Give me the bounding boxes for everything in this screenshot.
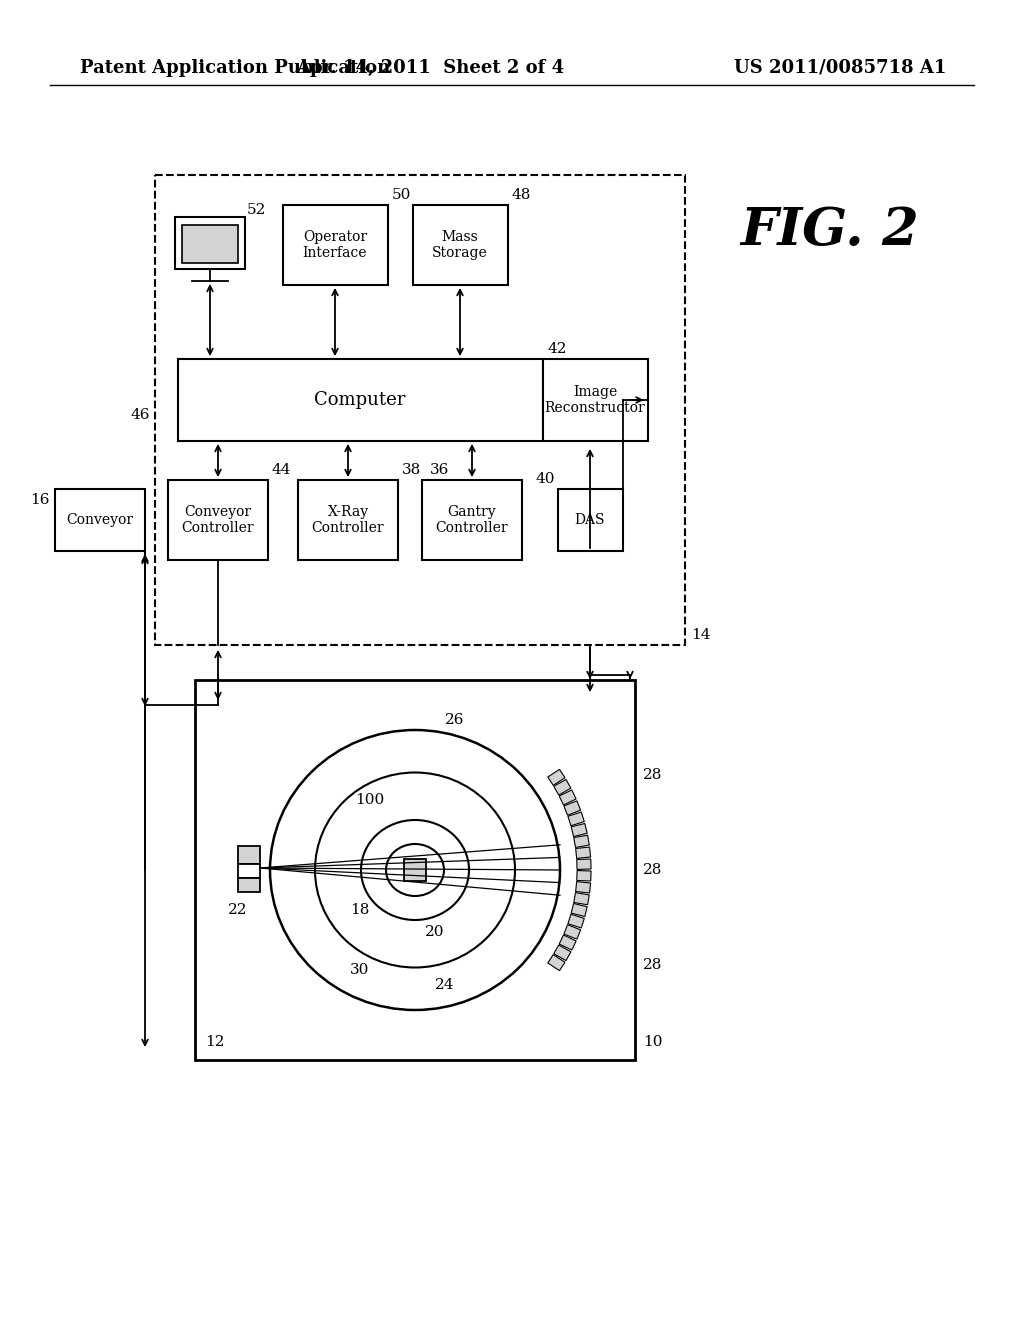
Bar — [55, 488, 145, 550]
Text: 28: 28 — [643, 863, 663, 876]
Bar — [182, 224, 238, 263]
Text: 20: 20 — [425, 925, 444, 939]
Text: FIG. 2: FIG. 2 — [740, 205, 920, 256]
Bar — [557, 488, 623, 550]
Text: 26: 26 — [445, 713, 465, 727]
Bar — [283, 205, 387, 285]
Bar — [195, 680, 635, 1060]
Text: US 2011/0085718 A1: US 2011/0085718 A1 — [734, 59, 946, 77]
Text: Mass
Storage: Mass Storage — [432, 230, 487, 260]
Bar — [404, 859, 426, 880]
Text: Conveyor
Controller: Conveyor Controller — [181, 504, 254, 535]
Text: 46: 46 — [130, 408, 150, 422]
Text: 42: 42 — [548, 342, 567, 356]
Text: 50: 50 — [391, 187, 411, 202]
Text: 38: 38 — [402, 463, 421, 477]
Polygon shape — [568, 812, 585, 826]
Text: 28: 28 — [643, 768, 663, 781]
Bar — [543, 359, 647, 441]
Text: Computer: Computer — [314, 391, 406, 409]
Polygon shape — [564, 925, 581, 939]
Text: 22: 22 — [228, 903, 248, 917]
Text: DAS: DAS — [574, 513, 605, 527]
Text: 14: 14 — [691, 628, 711, 642]
Polygon shape — [571, 903, 587, 916]
Bar — [177, 359, 543, 441]
Polygon shape — [577, 870, 591, 880]
Polygon shape — [575, 847, 591, 858]
Text: 10: 10 — [643, 1035, 663, 1049]
Text: 40: 40 — [535, 473, 555, 486]
Polygon shape — [573, 836, 589, 847]
Text: Patent Application Publication: Patent Application Publication — [80, 59, 390, 77]
Text: Conveyor: Conveyor — [67, 513, 133, 527]
Bar — [298, 480, 398, 560]
Text: 18: 18 — [350, 903, 370, 917]
Text: 28: 28 — [643, 958, 663, 972]
Polygon shape — [568, 915, 585, 928]
Text: 48: 48 — [512, 187, 530, 202]
Polygon shape — [575, 882, 591, 892]
Text: Gantry
Controller: Gantry Controller — [435, 504, 508, 535]
Text: 24: 24 — [435, 978, 455, 993]
Text: 36: 36 — [430, 463, 450, 477]
Text: X-Ray
Controller: X-Ray Controller — [311, 504, 384, 535]
Polygon shape — [548, 770, 565, 785]
Text: 52: 52 — [247, 203, 266, 216]
Bar — [238, 846, 260, 865]
Text: 16: 16 — [31, 492, 50, 507]
Polygon shape — [554, 779, 571, 795]
Polygon shape — [573, 892, 589, 904]
Bar — [238, 878, 260, 892]
Bar — [175, 216, 245, 269]
Bar — [168, 480, 268, 560]
Polygon shape — [571, 824, 587, 837]
Polygon shape — [559, 935, 577, 950]
Text: 100: 100 — [355, 793, 384, 807]
Text: 12: 12 — [205, 1035, 224, 1049]
Text: 44: 44 — [272, 463, 292, 477]
Text: 30: 30 — [350, 964, 370, 977]
Bar — [422, 480, 522, 560]
Polygon shape — [554, 945, 571, 961]
Text: Image
Reconstructor: Image Reconstructor — [545, 385, 645, 414]
Polygon shape — [559, 789, 577, 805]
Bar — [238, 865, 260, 878]
Bar — [413, 205, 508, 285]
Polygon shape — [564, 801, 581, 816]
Text: Apr. 14, 2011  Sheet 2 of 4: Apr. 14, 2011 Sheet 2 of 4 — [296, 59, 564, 77]
Polygon shape — [548, 954, 565, 970]
Bar — [155, 176, 685, 645]
Text: Operator
Interface: Operator Interface — [303, 230, 368, 260]
Polygon shape — [577, 859, 591, 870]
